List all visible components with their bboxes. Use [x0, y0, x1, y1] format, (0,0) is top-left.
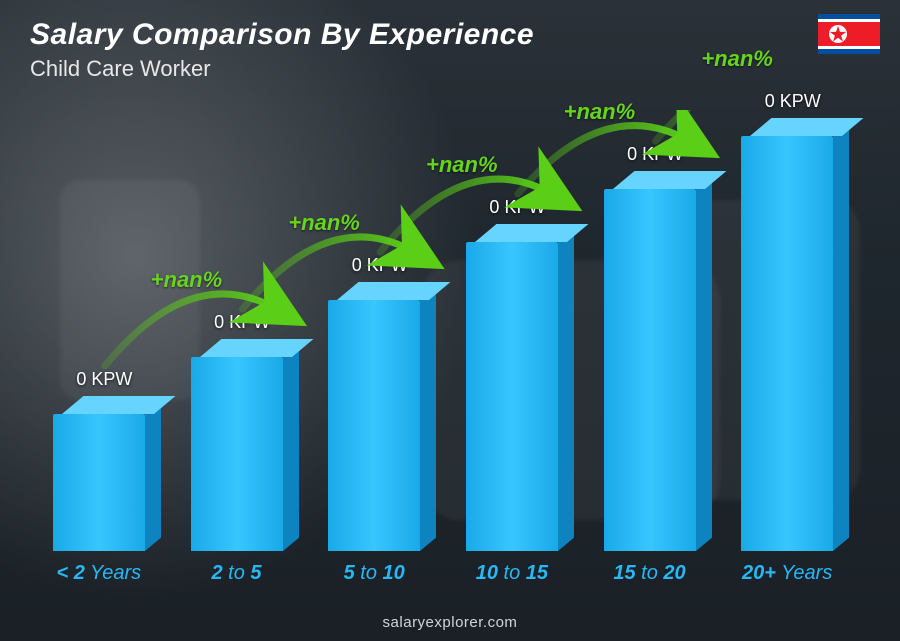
category-label: < 2 Years [30, 562, 168, 585]
delta-label: +nan% [701, 46, 773, 72]
category-labels: < 2 Years2 to 55 to 1010 to 1515 to 2020… [30, 562, 856, 585]
bar-front [53, 414, 145, 551]
category-label: 2 to 5 [168, 562, 306, 585]
bar-slot: 0 KPW [168, 110, 306, 551]
bar-side [558, 229, 574, 551]
bar-slot: 0 KPW [718, 110, 856, 551]
bar-value-label: 0 KPW [723, 91, 863, 112]
bar-side [283, 344, 299, 551]
bar: 0 KPW [604, 189, 696, 551]
category-label: 5 to 10 [305, 562, 443, 585]
footer-credit: salaryexplorer.com [0, 614, 900, 631]
bar-slot: 0 KPW [581, 110, 719, 551]
bar-side [696, 176, 712, 551]
bar-value-label: 0 KPW [447, 197, 587, 218]
north-korea-flag-icon [818, 14, 880, 59]
bar: 0 KPW [466, 242, 558, 551]
category-label: 20+ Years [718, 562, 856, 585]
delta-label: +nan% [426, 152, 498, 178]
title-block: Salary Comparison By Experience Child Ca… [30, 18, 534, 82]
bar: 0 KPW [191, 357, 283, 551]
bar: 0 KPW [53, 414, 145, 551]
bar: 0 KPW [328, 300, 420, 551]
category-label: 10 to 15 [443, 562, 581, 585]
bar-side [833, 123, 849, 551]
bar-slot: 0 KPW [305, 110, 443, 551]
chart-title: Salary Comparison By Experience [30, 18, 534, 52]
bar-front [191, 357, 283, 551]
delta-label: +nan% [151, 267, 223, 293]
delta-label: +nan% [564, 99, 636, 125]
bar-value-label: 0 KPW [310, 255, 450, 276]
bar-slot: 0 KPW [30, 110, 168, 551]
category-label: 15 to 20 [581, 562, 719, 585]
delta-label: +nan% [288, 210, 360, 236]
chart-subtitle: Child Care Worker [30, 56, 534, 82]
infographic-stage: Salary Comparison By Experience Child Ca… [0, 0, 900, 641]
bar-front [328, 300, 420, 551]
bar-value-label: 0 KPW [172, 312, 312, 333]
bar-side [145, 401, 161, 551]
bar-front [466, 242, 558, 551]
bar-front [604, 189, 696, 551]
bar-value-label: 0 KPW [585, 144, 725, 165]
bar-side [420, 287, 436, 551]
bar-front [741, 136, 833, 551]
bar-value-label: 0 KPW [34, 369, 174, 390]
bar-chart: 0 KPW 0 KPW 0 KPW 0 KPW 0 KPW 0 KPW < 2 Years… [30, 110, 856, 585]
bar: 0 KPW [741, 136, 833, 551]
